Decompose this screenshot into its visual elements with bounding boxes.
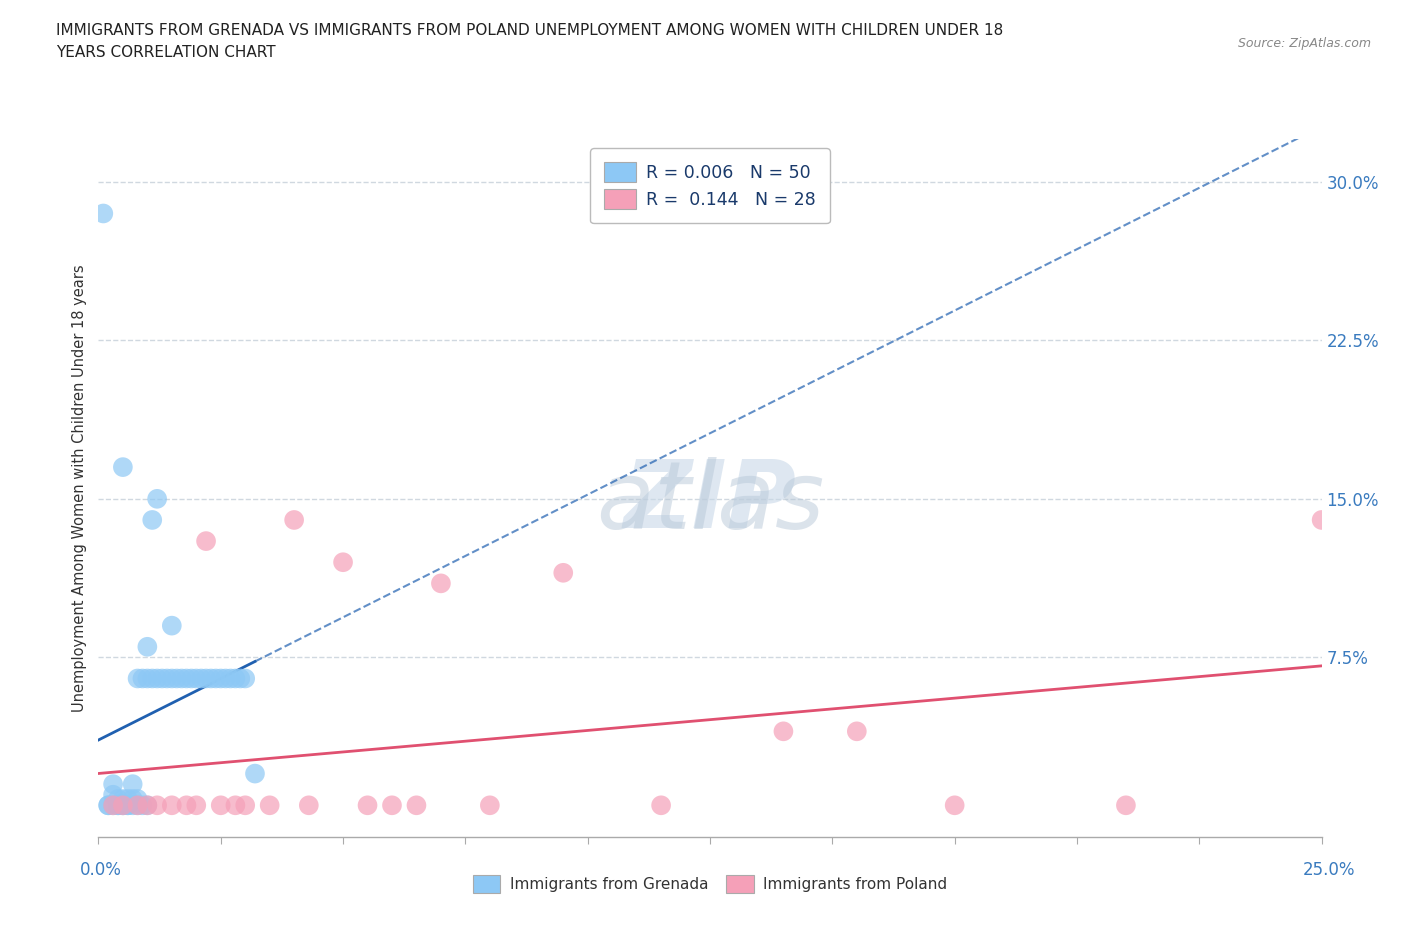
Text: IMMIGRANTS FROM GRENADA VS IMMIGRANTS FROM POLAND UNEMPLOYMENT AMONG WOMEN WITH : IMMIGRANTS FROM GRENADA VS IMMIGRANTS FR… (56, 23, 1004, 38)
Legend: Immigrants from Grenada, Immigrants from Poland: Immigrants from Grenada, Immigrants from… (467, 870, 953, 899)
Point (160, 798, 183, 813)
Point (127, 671, 149, 686)
Point (117, 791, 139, 806)
Point (91, 206, 114, 221)
Point (1115, 798, 1137, 813)
Point (298, 798, 321, 813)
Point (117, 798, 139, 813)
Point (111, 459, 134, 474)
Point (186, 798, 208, 813)
Point (553, 565, 575, 580)
Point (195, 671, 218, 686)
Point (166, 671, 188, 686)
Point (650, 798, 672, 813)
Point (1310, 512, 1333, 527)
Point (405, 798, 427, 813)
Point (229, 671, 252, 686)
Point (209, 671, 232, 686)
Point (150, 671, 173, 686)
Text: atlas: atlas (596, 457, 824, 548)
Point (200, 671, 222, 686)
Point (136, 671, 159, 686)
Point (381, 798, 404, 813)
Point (205, 671, 228, 686)
Point (283, 512, 305, 527)
Point (259, 798, 281, 813)
Point (136, 639, 159, 654)
Point (195, 534, 218, 549)
Point (224, 671, 246, 686)
Point (127, 798, 149, 813)
Point (430, 576, 453, 591)
Point (146, 491, 169, 506)
Point (101, 798, 124, 813)
Text: 0.0%: 0.0% (80, 860, 122, 879)
Point (107, 791, 129, 806)
Y-axis label: Unemployment Among Women with Children Under 18 years: Unemployment Among Women with Children U… (72, 264, 87, 712)
Point (131, 798, 153, 813)
Point (478, 798, 501, 813)
Text: ZIP: ZIP (624, 457, 796, 548)
Point (101, 798, 124, 813)
Point (176, 798, 198, 813)
Text: Source: ZipAtlas.com: Source: ZipAtlas.com (1237, 37, 1371, 50)
Point (111, 798, 134, 813)
Point (160, 671, 183, 686)
Point (243, 766, 266, 781)
Point (190, 671, 212, 686)
Point (146, 671, 169, 686)
Point (111, 791, 134, 806)
Point (356, 798, 378, 813)
Point (121, 777, 143, 791)
Point (772, 724, 794, 738)
Point (219, 671, 242, 686)
Point (107, 798, 129, 813)
Text: YEARS CORRELATION CHART: YEARS CORRELATION CHART (56, 45, 276, 60)
Point (214, 671, 236, 686)
Point (845, 724, 868, 738)
Point (131, 671, 153, 686)
Point (136, 798, 159, 813)
Point (127, 798, 149, 813)
Point (141, 671, 163, 686)
Point (156, 671, 179, 686)
Point (186, 671, 208, 686)
Point (127, 791, 149, 806)
Point (117, 798, 139, 813)
Point (101, 788, 124, 803)
Point (233, 798, 256, 813)
Point (97, 798, 120, 813)
Point (107, 798, 129, 813)
Point (97, 798, 120, 813)
Point (121, 791, 143, 806)
Point (101, 777, 124, 791)
Point (141, 512, 163, 527)
Point (209, 798, 232, 813)
Text: 25.0%: 25.0% (1302, 860, 1355, 879)
Point (136, 798, 159, 813)
Point (943, 798, 966, 813)
Point (160, 618, 183, 633)
Point (233, 671, 256, 686)
Point (111, 798, 134, 813)
Point (170, 671, 193, 686)
Point (224, 798, 246, 813)
Point (121, 798, 143, 813)
Point (111, 798, 134, 813)
Point (146, 798, 169, 813)
Point (176, 671, 198, 686)
Point (180, 671, 202, 686)
Point (332, 555, 354, 570)
